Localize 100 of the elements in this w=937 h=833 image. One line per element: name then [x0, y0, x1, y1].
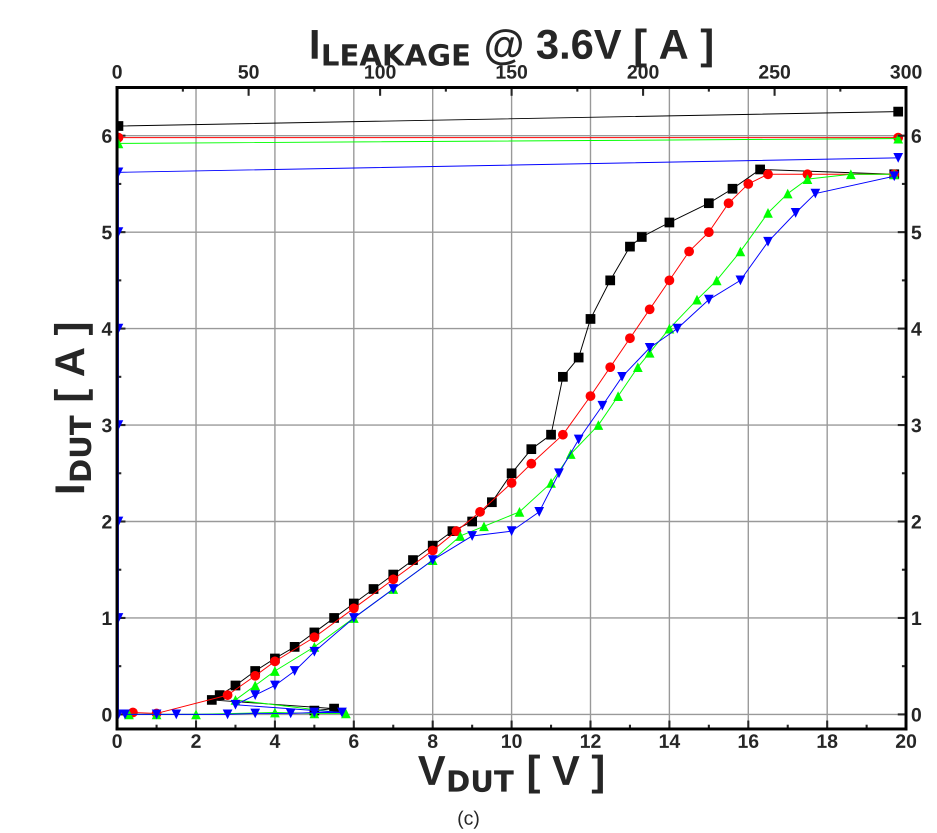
point: [554, 468, 564, 478]
point: [605, 362, 616, 372]
point: [270, 680, 280, 690]
point: [558, 372, 568, 382]
point: [574, 352, 584, 362]
point: [250, 670, 260, 681]
x-tick-label: 2: [191, 734, 201, 748]
point: [191, 710, 201, 720]
point: [348, 603, 359, 614]
text: (c): [458, 810, 479, 829]
point: [506, 468, 516, 478]
point: [546, 430, 556, 440]
y2-tick-label: 0: [912, 708, 921, 722]
point: [736, 276, 746, 286]
y-tick-label: 2: [102, 514, 112, 529]
point: [455, 531, 466, 541]
point: [222, 710, 232, 720]
y-tick-label: 6: [102, 129, 112, 143]
x-tick-label: 12: [580, 734, 601, 748]
x2-tick-label: 50: [238, 64, 259, 79]
point: [329, 613, 339, 623]
point: [230, 680, 240, 690]
point: [479, 521, 489, 532]
point: [526, 458, 536, 468]
point: [782, 188, 793, 198]
point: [704, 294, 714, 305]
point: [526, 444, 536, 454]
point: [712, 276, 722, 286]
x2-tick-label: 0: [112, 64, 122, 79]
point: [341, 708, 351, 718]
x-tick-label: 4: [270, 734, 280, 748]
point: [846, 169, 856, 180]
point: [506, 478, 516, 488]
point: [613, 391, 623, 401]
point: [594, 420, 604, 430]
point: [506, 526, 516, 536]
point: [452, 526, 462, 536]
point: [605, 276, 616, 286]
point: [810, 188, 820, 198]
x2-tick-label: 150: [496, 64, 528, 79]
point: [625, 333, 635, 344]
point: [337, 708, 347, 718]
point: [310, 646, 320, 657]
point: [684, 246, 694, 256]
x2-tick-label: 300: [890, 64, 922, 79]
point: [558, 430, 568, 440]
x-tick-label: 20: [896, 734, 916, 748]
y2-tick-label: 6: [912, 129, 922, 143]
point: [763, 208, 773, 218]
point: [664, 218, 674, 228]
point: [171, 710, 182, 720]
y-tick-label: 5: [102, 226, 112, 240]
y-tick-label: 4: [102, 322, 112, 336]
x-tick-label: 16: [738, 734, 758, 748]
y2-tick-label: 3: [911, 418, 922, 432]
point: [574, 434, 584, 444]
x-tick-label: 6: [349, 734, 359, 748]
point: [467, 516, 478, 526]
point: [534, 506, 544, 517]
point: [230, 700, 240, 710]
point: [514, 506, 524, 517]
x2-tick-label: 200: [628, 64, 659, 79]
point: [632, 362, 643, 372]
point: [250, 680, 260, 690]
point: [636, 232, 647, 242]
point: [310, 632, 320, 642]
point: [546, 478, 556, 488]
point: [704, 227, 714, 238]
point: [286, 708, 296, 718]
point: [664, 324, 674, 334]
point: [644, 304, 655, 314]
x-tick-label: 18: [818, 734, 838, 748]
point: [743, 179, 754, 189]
point: [368, 584, 378, 594]
point: [428, 546, 438, 556]
x2-tick-label: 100: [365, 64, 396, 79]
y2-tick-label: 1: [912, 612, 922, 625]
point: [250, 708, 260, 718]
point: [736, 246, 746, 256]
point: [724, 198, 734, 208]
y-tick-label: 0: [102, 708, 112, 722]
point: [625, 242, 635, 252]
point: [475, 506, 485, 517]
point: [692, 294, 702, 305]
y-tick-label: 3: [102, 418, 112, 432]
x-tick-label: 0: [112, 734, 122, 748]
point: [586, 391, 596, 401]
point: [763, 169, 773, 180]
point: [597, 400, 608, 411]
y2-tick-label: 5: [912, 226, 922, 240]
point: [763, 236, 773, 247]
point: [755, 164, 765, 174]
x-tick-label: 8: [428, 734, 438, 748]
point: [664, 276, 674, 286]
y2-tick-label: 4: [911, 322, 922, 336]
point: [222, 690, 232, 700]
point: [270, 656, 280, 666]
point: [790, 208, 800, 218]
y-axis-title: I$_{DUT}$ [ A ]: [54, 324, 93, 492]
point: [704, 198, 714, 208]
